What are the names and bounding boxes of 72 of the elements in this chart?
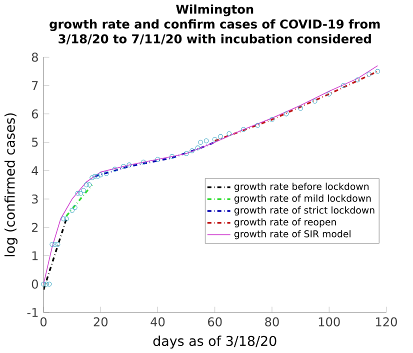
x-tick-label: 40: [150, 317, 165, 326]
chart-title: Wilmington growth rate and confirm cases of COVID-19 from 3/18/20 to 7/11/20 with incubation considered: [50, 4, 380, 44]
point: [284, 111, 289, 116]
y-tick-label: 6: [32, 109, 38, 118]
point: [41, 282, 46, 286]
point: [86, 182, 92, 188]
point: [312, 98, 318, 104]
point: [366, 72, 372, 77]
point: [226, 131, 232, 136]
point: [104, 171, 109, 176]
legend-label: growth rate before lockdown: [234, 182, 369, 192]
legend-label: growth rate of SIR model: [234, 230, 350, 240]
point: [84, 182, 89, 188]
point: [90, 175, 94, 180]
y-tick-label: 5: [32, 138, 38, 147]
point: [141, 160, 146, 165]
legend-label: growth rate of strict lockdown: [234, 206, 374, 216]
line-series: [214, 70, 379, 142]
legend-label: growth rate of mild lockdown: [234, 194, 371, 204]
point: [72, 205, 78, 210]
point: [95, 174, 100, 179]
point: [112, 166, 118, 172]
point: [212, 136, 218, 142]
y-tick-label: 7: [32, 81, 38, 90]
point: [218, 134, 224, 139]
point: [198, 140, 204, 145]
x-tick-label: 20: [94, 317, 108, 326]
point: [170, 154, 174, 159]
point: [241, 127, 246, 132]
point: [78, 190, 84, 196]
x-tick-label: 80: [265, 317, 279, 326]
y-tick-label: 1: [32, 251, 38, 260]
point: [50, 242, 55, 247]
point: [375, 68, 380, 74]
point: [46, 282, 52, 286]
point: [64, 216, 69, 222]
x-tick-label: 100: [318, 317, 340, 326]
y-tick-label: -1: [27, 308, 38, 317]
x-axis-title: days as of 3/18/20: [153, 336, 276, 349]
point: [326, 92, 332, 96]
point: [355, 77, 360, 82]
point: [184, 151, 189, 156]
point: [44, 282, 49, 286]
point: [70, 208, 75, 213]
x-tick-label: 0: [40, 317, 47, 326]
point: [190, 148, 194, 154]
point: [298, 106, 303, 111]
point: [92, 174, 98, 179]
x-tick-label: 120: [376, 317, 397, 326]
y-axis-title: log (confirmed cases): [4, 113, 18, 256]
point: [126, 162, 132, 168]
point: [270, 117, 274, 122]
point: [75, 190, 80, 196]
point: [61, 216, 66, 222]
x-tick-label: 60: [208, 317, 222, 326]
point: [255, 122, 260, 128]
point: [155, 156, 160, 162]
point: [52, 242, 58, 247]
point: [195, 145, 200, 150]
y-tick-label: 4: [32, 166, 38, 176]
legend-label: growth rate of reopen: [234, 218, 336, 228]
line-series: [94, 141, 216, 178]
y-tick-label: 8: [32, 52, 38, 62]
point: [204, 138, 209, 144]
point: [81, 188, 86, 193]
point: [55, 242, 60, 247]
y-tick-label: 0: [32, 280, 38, 289]
point: [340, 83, 346, 88]
point: [121, 164, 126, 169]
y-tick-label: 3: [32, 194, 38, 204]
y-tick-label: 2: [32, 222, 38, 232]
point: [98, 172, 104, 178]
